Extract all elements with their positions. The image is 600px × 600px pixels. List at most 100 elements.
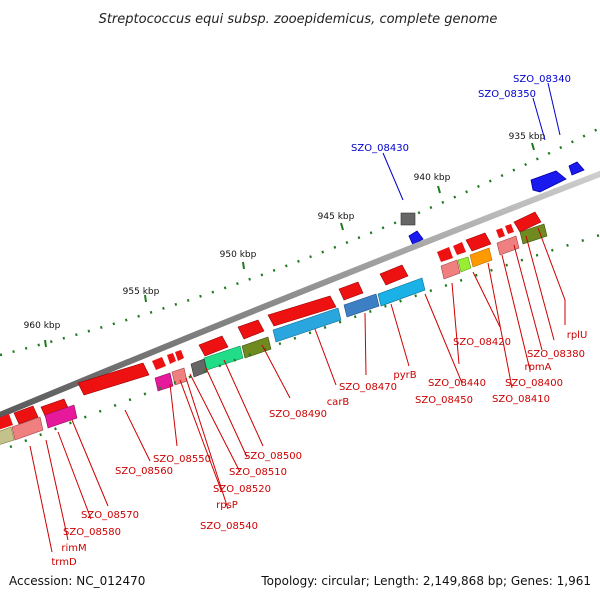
label-leader-line: [169, 383, 178, 447]
label-leader-line: [513, 244, 543, 351]
label-leader-line: [487, 262, 513, 389]
gene-SZO_08420: [437, 247, 453, 262]
scale-tick-955: 955 kbp: [123, 287, 160, 303]
map-title: Streptococcus equi subsp. zooepidemicus,…: [99, 12, 498, 27]
gene-rpmA-a: [505, 224, 514, 234]
gene-SZO_08490: [237, 319, 265, 340]
block-salmon-4: [11, 416, 44, 441]
label-leader-line: [501, 254, 531, 371]
gene-label: rpsP: [216, 500, 238, 511]
gene-label: SZO_08450: [415, 395, 473, 406]
accession-text: Accession: NC_012470: [9, 574, 145, 588]
block-green: [203, 345, 244, 371]
block-lime: [457, 256, 472, 273]
gene-label: SZO_08350: [478, 89, 536, 100]
gene-label: SZO_08550: [153, 454, 211, 465]
block-cyan: [377, 277, 426, 307]
gene-label: SZO_08470: [339, 382, 397, 393]
scale-label: 940 kbp: [414, 173, 451, 183]
gene-SZO_08560: [77, 362, 150, 396]
scale-label: 950 kbp: [220, 250, 257, 260]
gene-label: SZO_08510: [229, 467, 287, 478]
label-leader-line: [45, 439, 69, 541]
label-leader-line: [382, 152, 404, 201]
gene-SZO_08400: [465, 232, 492, 252]
gene-label: pyrB: [393, 370, 416, 381]
label-leader-line: [364, 312, 367, 376]
label-leader-line: [71, 419, 109, 507]
reverse-gene-track: [0, 211, 542, 430]
block-magenta-2: [44, 404, 78, 429]
gene-label: trmD: [51, 557, 77, 568]
gene-label: SZO_08340: [513, 74, 571, 85]
gene-grey-block: [400, 212, 416, 226]
scale-tick-945: 945 kbp: [318, 212, 355, 231]
gene-SZO_08410: [453, 242, 466, 255]
gene-label: SZO_08580: [63, 527, 121, 538]
gene-SZO_08430: [408, 230, 424, 246]
gene-label: SZO_08400: [505, 378, 563, 389]
label-leader-line: [189, 373, 241, 473]
genome-summary-text: Topology: circular; Length: 2,149,868 bp…: [260, 574, 591, 588]
gene-label: rimM: [61, 543, 86, 554]
label-leader-line: [185, 377, 229, 510]
block-salmon-2: [440, 259, 461, 280]
label-leader-line: [472, 271, 501, 328]
block-blue: [343, 293, 380, 318]
gene-pyrB: [379, 264, 409, 286]
scale-label: 945 kbp: [318, 212, 355, 222]
label-leader-line: [547, 82, 561, 136]
scale-label: 960 kbp: [24, 321, 61, 331]
gene-label: carB: [327, 397, 350, 408]
gene-label: SZO_08430: [351, 143, 409, 154]
gene-SZO_08350: [568, 161, 585, 176]
scale-tick-950: 950 kbp: [220, 250, 257, 270]
gene-carB: [267, 295, 337, 327]
gene-label: SZO_08560: [115, 466, 173, 477]
gene-rimM: [0, 414, 13, 430]
label-leader-line: [124, 409, 151, 462]
gene-rplU: [513, 211, 542, 233]
block-olive-2: [241, 336, 272, 359]
scale-tick-935: 935 kbp: [509, 132, 546, 151]
scale-label: 935 kbp: [509, 132, 546, 142]
gene-SZO_08470: [338, 281, 364, 301]
label-leader-line: [261, 344, 291, 399]
label-leader-line: [525, 235, 555, 341]
gene-label: SZO_08410: [492, 394, 550, 405]
forward-label-layer: SZO_08340 SZO_08350 SZO_08430: [351, 74, 571, 201]
label-leader-line: [537, 227, 566, 325]
label-leader-line: [390, 303, 410, 367]
label-leader-line: [314, 328, 337, 386]
gene-label: rplU: [567, 330, 588, 341]
gene-rpsP: [167, 353, 176, 364]
gene-label: SZO_08520: [213, 484, 271, 495]
scale-label: 955 kbp: [123, 287, 160, 297]
forward-gene-track: [400, 161, 585, 246]
gene-SZO_08520: [175, 350, 184, 361]
gene-SZO_08500: [198, 335, 229, 357]
gene-SZO_08580: [13, 405, 39, 425]
gene-label: SZO_08540: [200, 521, 258, 532]
gene-SZO_08550: [152, 357, 166, 370]
gene-label: rpmA: [524, 362, 551, 373]
label-leader-line: [205, 367, 248, 458]
gene-rpmA-b: [496, 228, 505, 238]
genome-backbone: [0, 170, 600, 419]
label-leader-line: [532, 97, 546, 141]
block-salmon-1: [496, 235, 520, 256]
gene-label: SZO_08570: [81, 510, 139, 521]
gene-SZO_08340: [530, 170, 567, 193]
block-cyan-long: [272, 307, 342, 343]
block-orange: [469, 247, 493, 268]
label-leader-line: [424, 293, 463, 384]
reverse-label-layer: rplU SZO_08380 rpmA SZO_08400 SZO_08410 SZO_0…: [29, 227, 588, 568]
block-grey: [190, 358, 208, 378]
block-khaki: [0, 426, 15, 445]
inner-block-track: [0, 223, 548, 445]
gene-label: SZO_08420: [453, 337, 511, 348]
label-leader-line: [223, 359, 264, 447]
gene-label: SZO_08490: [269, 409, 327, 420]
scale-tick-960: 960 kbp: [24, 321, 61, 348]
